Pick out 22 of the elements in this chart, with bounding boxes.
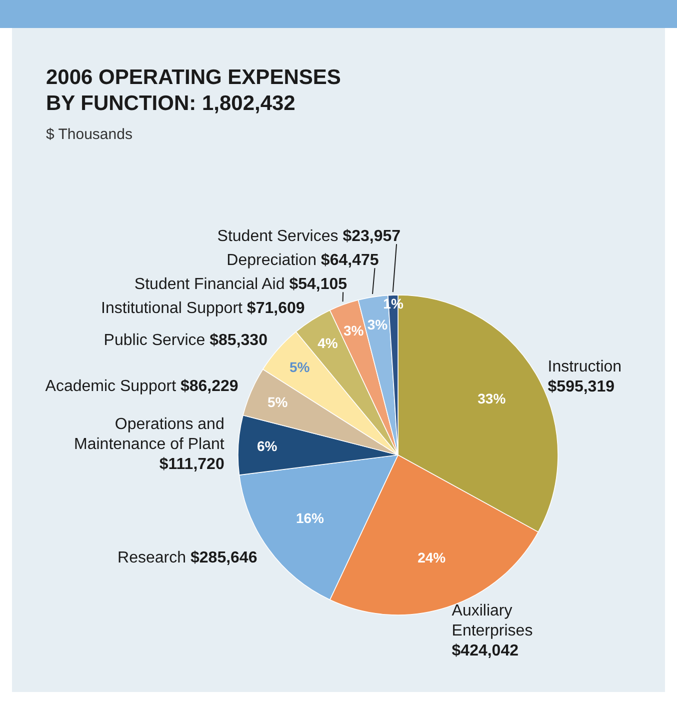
data-label: 1% — [383, 296, 404, 312]
text: $ Thousands — [46, 126, 132, 143]
data-label: 6% — [256, 438, 278, 454]
category-label: Institutional Support $71,609 — [101, 300, 305, 318]
category-label: Operations and Maintenance of Plant $111,720 — [74, 416, 224, 474]
category-label: Auxiliary Enterprises $424,042 — [452, 602, 533, 660]
data-label: 3% — [343, 322, 364, 339]
data-label: 5% — [267, 394, 288, 410]
category-label: Public Service $85,330 — [104, 332, 268, 349]
category-label: Student Services $23,957 — [217, 228, 401, 246]
data-label: 24% — [418, 549, 446, 566]
data-label: 16% — [296, 510, 325, 526]
data-label: 4% — [318, 335, 338, 352]
category-label: Student Financial Aid $54,105 — [134, 276, 348, 294]
chart-title: 2006 OPERATING EXPENSES BY FUNCTION: 1,802,432 — [46, 66, 341, 115]
category-label: Research $285,646 — [118, 549, 258, 566]
category-label: Depreciation $64,475 — [226, 252, 379, 270]
data-label: 33% — [478, 390, 506, 407]
category-label: Academic Support $86,229 — [45, 378, 238, 395]
category-label: Instruction $595,319 — [548, 358, 622, 396]
data-label: 3% — [367, 316, 388, 332]
data-label: 5% — [289, 359, 310, 376]
